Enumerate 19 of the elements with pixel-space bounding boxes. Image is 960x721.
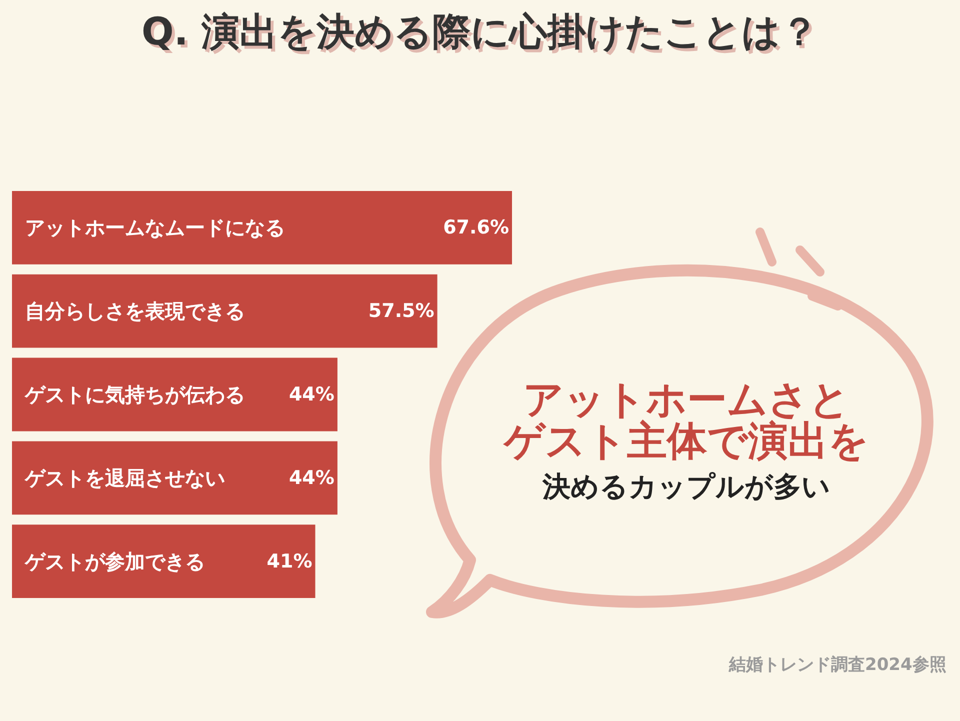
text: 決めるカップルが多い <box>542 470 830 504</box>
bar <box>12 358 338 432</box>
chart-title: Q. 演出を決める際に心掛けたことは？ <box>142 10 818 54</box>
bar <box>12 191 512 264</box>
data-label: 57.5% <box>368 300 434 322</box>
data-label: 41% <box>266 550 312 572</box>
annotation: ゲスト主体で演出を <box>502 418 869 465</box>
text: 結婚トレンド調査2024参照 <box>728 655 946 675</box>
data-label: 44% <box>288 466 334 489</box>
data-label: 67.6% <box>443 216 509 239</box>
y-tick-label: ゲストが参加できる <box>24 549 205 574</box>
bar <box>12 441 338 515</box>
bar <box>12 274 438 348</box>
y-tick-label: ゲストに気持ちが伝わる <box>24 382 245 406</box>
bar <box>12 524 316 598</box>
y-tick-label: 自分らしさを表現できる <box>25 299 245 324</box>
y-tick-label: ゲストを退屈させない <box>24 466 225 490</box>
data-label: 44% <box>288 384 334 406</box>
y-tick-label: アットホームなムードになる <box>25 216 285 240</box>
